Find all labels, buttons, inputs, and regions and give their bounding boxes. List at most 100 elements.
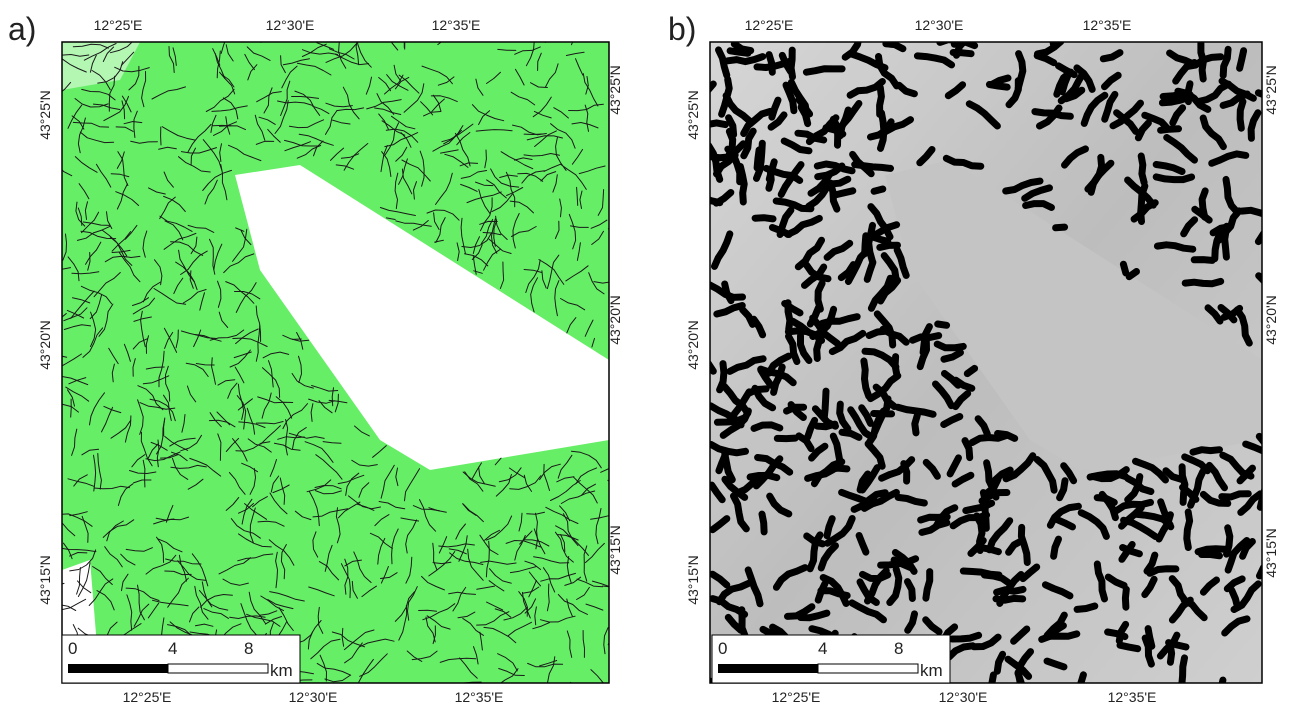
panel-label: a) [8, 11, 36, 47]
stream [855, 165, 891, 169]
stream [835, 191, 853, 195]
stream [1123, 264, 1125, 273]
stream [996, 598, 1023, 600]
stream [824, 391, 826, 418]
lon-label: 12°25'E [94, 17, 143, 33]
stream [1026, 204, 1052, 208]
stream [1042, 634, 1077, 640]
stream [937, 344, 963, 348]
lon-label: 12°30'E [939, 689, 988, 705]
stream [915, 415, 918, 433]
stream [762, 514, 764, 532]
stream [1141, 186, 1145, 221]
stream [806, 69, 842, 72]
lat-label: 43°20'N [685, 320, 701, 370]
lat-label: 43°25'N [607, 65, 623, 115]
lat-label: 43°25'N [1263, 65, 1279, 115]
stream [55, 512, 62, 529]
lon-label: 12°30'E [289, 689, 338, 705]
stream [755, 218, 773, 219]
scale-label: 0 [68, 639, 77, 658]
stream [716, 681, 732, 709]
lat-label: 43°20'N [37, 320, 53, 370]
scale-box [712, 635, 950, 683]
stream [989, 85, 1007, 88]
stream [1141, 156, 1144, 183]
stream [997, 589, 1023, 592]
stream [1156, 177, 1191, 180]
lat-label: 43°20'N [1263, 295, 1279, 345]
stream [1188, 84, 1190, 102]
stream [754, 425, 780, 429]
stream [609, 631, 635, 655]
stream [817, 424, 835, 427]
stream [1202, 555, 1220, 556]
stream [702, 156, 729, 158]
scale-box [62, 635, 300, 683]
scale-unit: km [920, 661, 943, 680]
stream [1120, 645, 1138, 649]
stream [750, 475, 777, 477]
stream [791, 50, 792, 77]
stream [1185, 281, 1221, 283]
stream [52, 218, 63, 232]
stream [913, 336, 939, 341]
stream [1194, 260, 1212, 261]
stream [720, 364, 724, 390]
stream [769, 171, 771, 189]
stream [1056, 227, 1065, 228]
stream [749, 389, 766, 393]
lat-label: 43°25'N [685, 90, 701, 140]
stream [1240, 102, 1243, 129]
stream [981, 548, 999, 552]
lat-label: 43°15'N [37, 555, 53, 605]
stream [818, 283, 822, 309]
stream [895, 357, 897, 375]
stream [926, 572, 930, 599]
stream [869, 331, 886, 335]
lon-label: 12°25'E [772, 689, 821, 705]
stream [1222, 494, 1249, 497]
scale-unit: km [270, 661, 293, 680]
stream [1157, 245, 1192, 249]
stream [1240, 51, 1244, 69]
stream [717, 418, 743, 422]
stream [685, 673, 711, 681]
lon-label: 12°35'E [432, 17, 481, 33]
lon-label: 12°35'E [455, 689, 504, 705]
stream [1202, 191, 1205, 217]
lon-label: 12°35'E [1108, 689, 1157, 705]
stream [863, 574, 888, 578]
stream [967, 368, 974, 373]
stream [874, 189, 883, 191]
stream [1182, 658, 1185, 693]
stream [904, 464, 907, 482]
stream [54, 632, 62, 648]
stream [880, 245, 898, 247]
stream [1227, 528, 1230, 554]
lon-label: 12°30'E [266, 17, 315, 33]
stream [1108, 632, 1125, 637]
scale-label: 4 [818, 639, 827, 658]
lon-label: 12°30'E [915, 17, 964, 33]
lat-label: 43°15'N [1263, 528, 1279, 578]
stream [1077, 606, 1095, 609]
stream [608, 480, 631, 494]
stream [699, 123, 725, 128]
lat-label: 43°25'N [37, 90, 53, 140]
scale-white [168, 664, 268, 673]
scale-label: 8 [894, 639, 903, 658]
stream [740, 167, 744, 203]
stream [1193, 450, 1220, 452]
stream [566, 682, 571, 699]
stream [1161, 129, 1179, 131]
lat-label: 43°15'N [607, 525, 623, 575]
scale-black [718, 664, 818, 673]
stream [1129, 272, 1136, 277]
scale-label: 4 [168, 639, 177, 658]
map-b [685, 27, 1278, 709]
scale-label: 8 [244, 639, 253, 658]
stream [787, 407, 804, 411]
stream [1187, 512, 1190, 548]
